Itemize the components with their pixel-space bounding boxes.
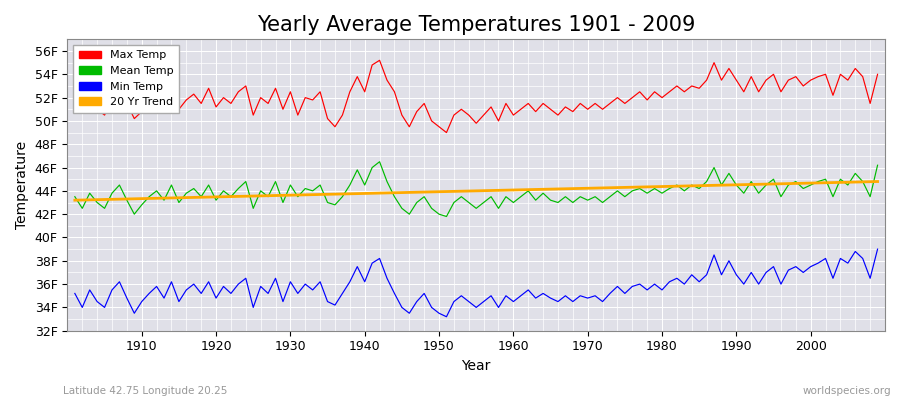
Text: worldspecies.org: worldspecies.org xyxy=(803,386,891,396)
Title: Yearly Average Temperatures 1901 - 2009: Yearly Average Temperatures 1901 - 2009 xyxy=(257,15,696,35)
Text: Latitude 42.75 Longitude 20.25: Latitude 42.75 Longitude 20.25 xyxy=(63,386,228,396)
Legend: Max Temp, Mean Temp, Min Temp, 20 Yr Trend: Max Temp, Mean Temp, Min Temp, 20 Yr Tre… xyxy=(73,45,179,113)
X-axis label: Year: Year xyxy=(462,359,490,373)
Y-axis label: Temperature: Temperature xyxy=(15,141,29,229)
